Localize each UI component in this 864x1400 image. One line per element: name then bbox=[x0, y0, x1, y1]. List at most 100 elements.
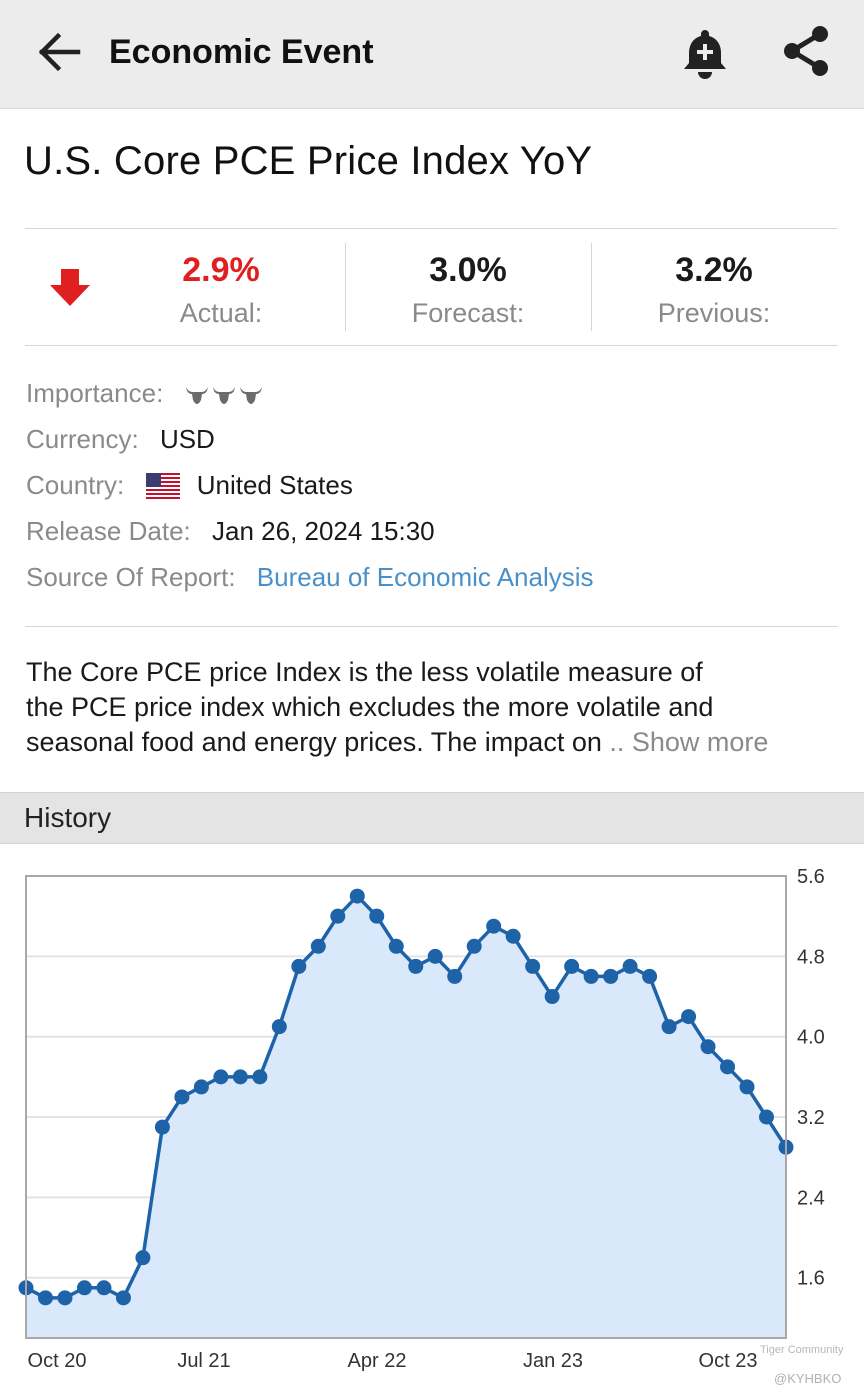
release-date-value: Jan 26, 2024 15:30 bbox=[212, 516, 435, 546]
data-point bbox=[466, 938, 482, 954]
data-point bbox=[135, 1250, 151, 1266]
x-tick-label: Oct 23 bbox=[699, 1350, 758, 1372]
data-point bbox=[661, 1019, 677, 1035]
show-more-link[interactable]: .. Show more bbox=[609, 727, 769, 757]
divider bbox=[25, 228, 838, 229]
data-point bbox=[37, 1290, 53, 1306]
down-arrow-icon bbox=[50, 269, 90, 306]
data-point bbox=[174, 1089, 190, 1105]
y-tick-label: 4.0 bbox=[797, 1027, 825, 1049]
previous-value: 3.2% bbox=[675, 251, 753, 289]
actual-label: Actual: bbox=[179, 298, 263, 328]
forecast-label: Forecast: bbox=[411, 298, 525, 328]
data-point bbox=[427, 948, 443, 964]
divider bbox=[25, 345, 838, 346]
data-point bbox=[388, 938, 404, 954]
forecast-value: 3.0% bbox=[429, 251, 507, 289]
divider bbox=[25, 626, 838, 627]
event-values: 2.9% Actual: 3.0% Forecast: 3.2% Previou… bbox=[25, 229, 838, 345]
data-point bbox=[700, 1039, 716, 1055]
back-arrow-icon[interactable] bbox=[34, 30, 84, 74]
data-point bbox=[96, 1280, 112, 1296]
y-tick-label: 2.4 bbox=[797, 1187, 825, 1209]
data-point bbox=[252, 1069, 268, 1085]
description-text: seasonal food and energy prices. The imp… bbox=[26, 727, 602, 757]
importance-rating bbox=[185, 379, 266, 413]
data-point bbox=[622, 958, 638, 974]
data-point bbox=[739, 1079, 755, 1095]
country-label: Country: bbox=[26, 470, 125, 500]
data-point bbox=[330, 908, 346, 924]
data-point bbox=[408, 958, 424, 974]
x-tick-label: Jul 21 bbox=[177, 1350, 230, 1372]
event-description: The Core PCE price Index is the less vol… bbox=[26, 655, 846, 760]
divider bbox=[345, 243, 346, 331]
data-point bbox=[193, 1079, 209, 1095]
actual-value: 2.9% bbox=[182, 251, 260, 289]
data-point bbox=[213, 1069, 229, 1085]
data-point bbox=[154, 1119, 170, 1135]
bull-icon bbox=[212, 387, 235, 404]
data-point bbox=[603, 968, 619, 984]
description-line: The Core PCE price Index is the less vol… bbox=[26, 657, 703, 687]
source-link[interactable]: Bureau of Economic Analysis bbox=[256, 562, 594, 592]
event-title: U.S. Core PCE Price Index YoY bbox=[24, 139, 593, 183]
data-point bbox=[759, 1109, 775, 1125]
description-line: seasonal food and energy prices. The imp… bbox=[26, 725, 846, 760]
actual-stat: 2.9% Actual: bbox=[161, 243, 281, 329]
data-point bbox=[544, 989, 560, 1005]
x-tick-label: Apr 22 bbox=[348, 1350, 407, 1372]
release-date-row: Release Date: Jan 26, 2024 15:30 bbox=[26, 514, 435, 548]
data-point bbox=[115, 1290, 131, 1306]
history-chart: 5.6 4.8 4.0 3.2 2.4 1.6 Oct 20 Jul 21 Apr 22 Jan … bbox=[18, 866, 825, 1372]
bull-icon bbox=[239, 387, 262, 404]
y-tick-label: 1.6 bbox=[797, 1268, 825, 1290]
currency-row: Currency: USD bbox=[26, 422, 215, 456]
data-point bbox=[310, 938, 326, 954]
source-row: Source Of Report: Bureau of Economic Ana… bbox=[26, 560, 594, 594]
data-point bbox=[681, 1009, 697, 1025]
data-point bbox=[447, 968, 463, 984]
data-point bbox=[642, 968, 658, 984]
data-point bbox=[349, 888, 365, 904]
currency-label: Currency: bbox=[26, 424, 139, 454]
previous-stat: 3.2% Previous: bbox=[639, 243, 789, 329]
data-point bbox=[369, 908, 385, 924]
data-point bbox=[291, 958, 307, 974]
divider bbox=[591, 243, 592, 331]
us-flag-icon bbox=[145, 473, 180, 499]
data-point bbox=[525, 958, 541, 974]
share-icon[interactable] bbox=[780, 24, 832, 80]
forecast-stat: 3.0% Forecast: bbox=[393, 243, 543, 329]
y-tick-label: 3.2 bbox=[797, 1107, 825, 1129]
data-point bbox=[583, 968, 599, 984]
source-label: Source Of Report: bbox=[26, 562, 236, 592]
release-date-label: Release Date: bbox=[26, 516, 191, 546]
watermark-handle: @KYHBKO bbox=[774, 1371, 842, 1386]
area-fill bbox=[26, 896, 786, 1338]
data-point bbox=[76, 1280, 92, 1296]
currency-value: USD bbox=[159, 424, 215, 454]
app-bar: Economic Event bbox=[0, 0, 864, 109]
y-tick-label: 4.8 bbox=[797, 946, 825, 968]
plot-border bbox=[25, 875, 787, 1339]
data-point bbox=[486, 918, 502, 934]
description-line: the PCE price index which excludes the m… bbox=[26, 692, 714, 722]
importance-row: Importance: bbox=[26, 376, 266, 413]
x-tick-label: Oct 20 bbox=[28, 1350, 87, 1372]
bull-icon bbox=[185, 387, 208, 404]
y-tick-label: 5.6 bbox=[797, 866, 825, 888]
watermark-brand: Tiger Community bbox=[760, 1344, 844, 1356]
data-point bbox=[57, 1290, 73, 1306]
history-label: History bbox=[24, 802, 112, 833]
importance-label: Importance: bbox=[26, 378, 164, 408]
data-point bbox=[720, 1059, 736, 1075]
x-tick-label: Jan 23 bbox=[523, 1350, 583, 1372]
data-point bbox=[505, 928, 521, 944]
page-title: Economic Event bbox=[109, 33, 374, 71]
history-section-header: History bbox=[0, 792, 864, 844]
country-value: United States bbox=[196, 470, 353, 500]
series-line bbox=[25, 894, 788, 1300]
bell-add-icon[interactable] bbox=[680, 26, 730, 80]
previous-label: Previous: bbox=[657, 298, 771, 328]
